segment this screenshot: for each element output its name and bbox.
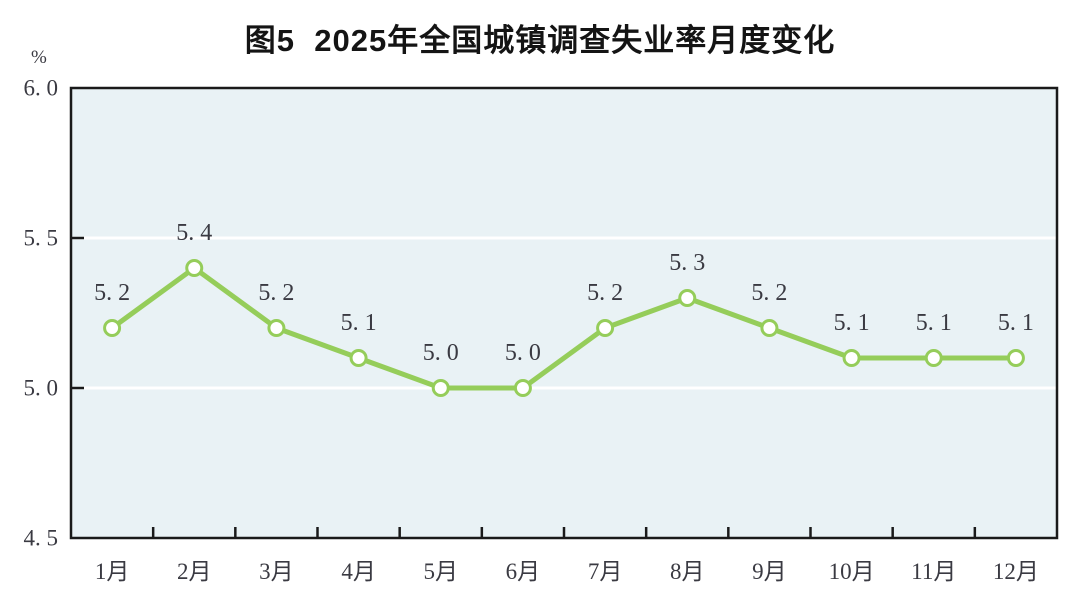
data-point-marker (267, 319, 286, 337)
data-point-marker (185, 259, 204, 277)
trend-line (109, 265, 1019, 391)
x-axis-label: 2月 (177, 559, 212, 584)
data-point-label: 5. 2 (587, 280, 623, 306)
data-point-label: 5. 0 (505, 340, 541, 366)
x-axis-label: 9月 (752, 559, 787, 584)
x-axis-label: 1月 (95, 559, 130, 584)
x-axis-label: 6月 (506, 559, 541, 584)
data-point-marker (103, 319, 122, 337)
data-point-marker (1006, 349, 1025, 367)
data-point-marker (842, 349, 861, 367)
y-axis-label: 6. 0 (24, 76, 59, 101)
data-point-marker (924, 349, 943, 367)
plot-area (71, 88, 1057, 538)
data-point-label: 5. 1 (834, 310, 870, 336)
y-axis-unit-label: % (31, 47, 47, 68)
data-point-marker (760, 319, 779, 337)
data-point-label: 5. 1 (998, 310, 1034, 336)
x-axis-label: 11月 (911, 559, 956, 584)
x-axis-label: 7月 (588, 559, 623, 584)
data-point-label: 5. 0 (423, 340, 459, 366)
y-axis-label: 5. 5 (24, 226, 59, 251)
data-point-marker (678, 289, 697, 307)
y-axis-label: 4. 5 (24, 526, 59, 551)
x-axis-label: 4月 (341, 559, 376, 584)
x-axis-label: 5月 (424, 559, 459, 584)
data-point-label: 5. 3 (669, 250, 705, 276)
x-axis-label: 8月 (670, 559, 705, 584)
data-point-marker (431, 379, 450, 397)
data-point-label: 5. 4 (176, 220, 212, 246)
x-axis-label: 10月 (829, 559, 875, 584)
data-point-label: 5. 1 (341, 310, 377, 336)
data-point-marker (513, 379, 532, 397)
data-point-marker (349, 349, 368, 367)
chart-title: 图5 2025年全国城镇调查失业率月度变化 (244, 23, 836, 58)
x-axis-label: 3月 (259, 559, 294, 584)
data-point-label: 5. 2 (751, 280, 787, 306)
data-point-marker (596, 319, 615, 337)
x-axis-label: 12月 (993, 559, 1039, 584)
data-point-label: 5. 2 (258, 280, 294, 306)
y-axis-label: 5. 0 (24, 376, 59, 401)
data-point-label: 5. 1 (916, 310, 952, 336)
data-point-label: 5. 2 (94, 280, 130, 306)
